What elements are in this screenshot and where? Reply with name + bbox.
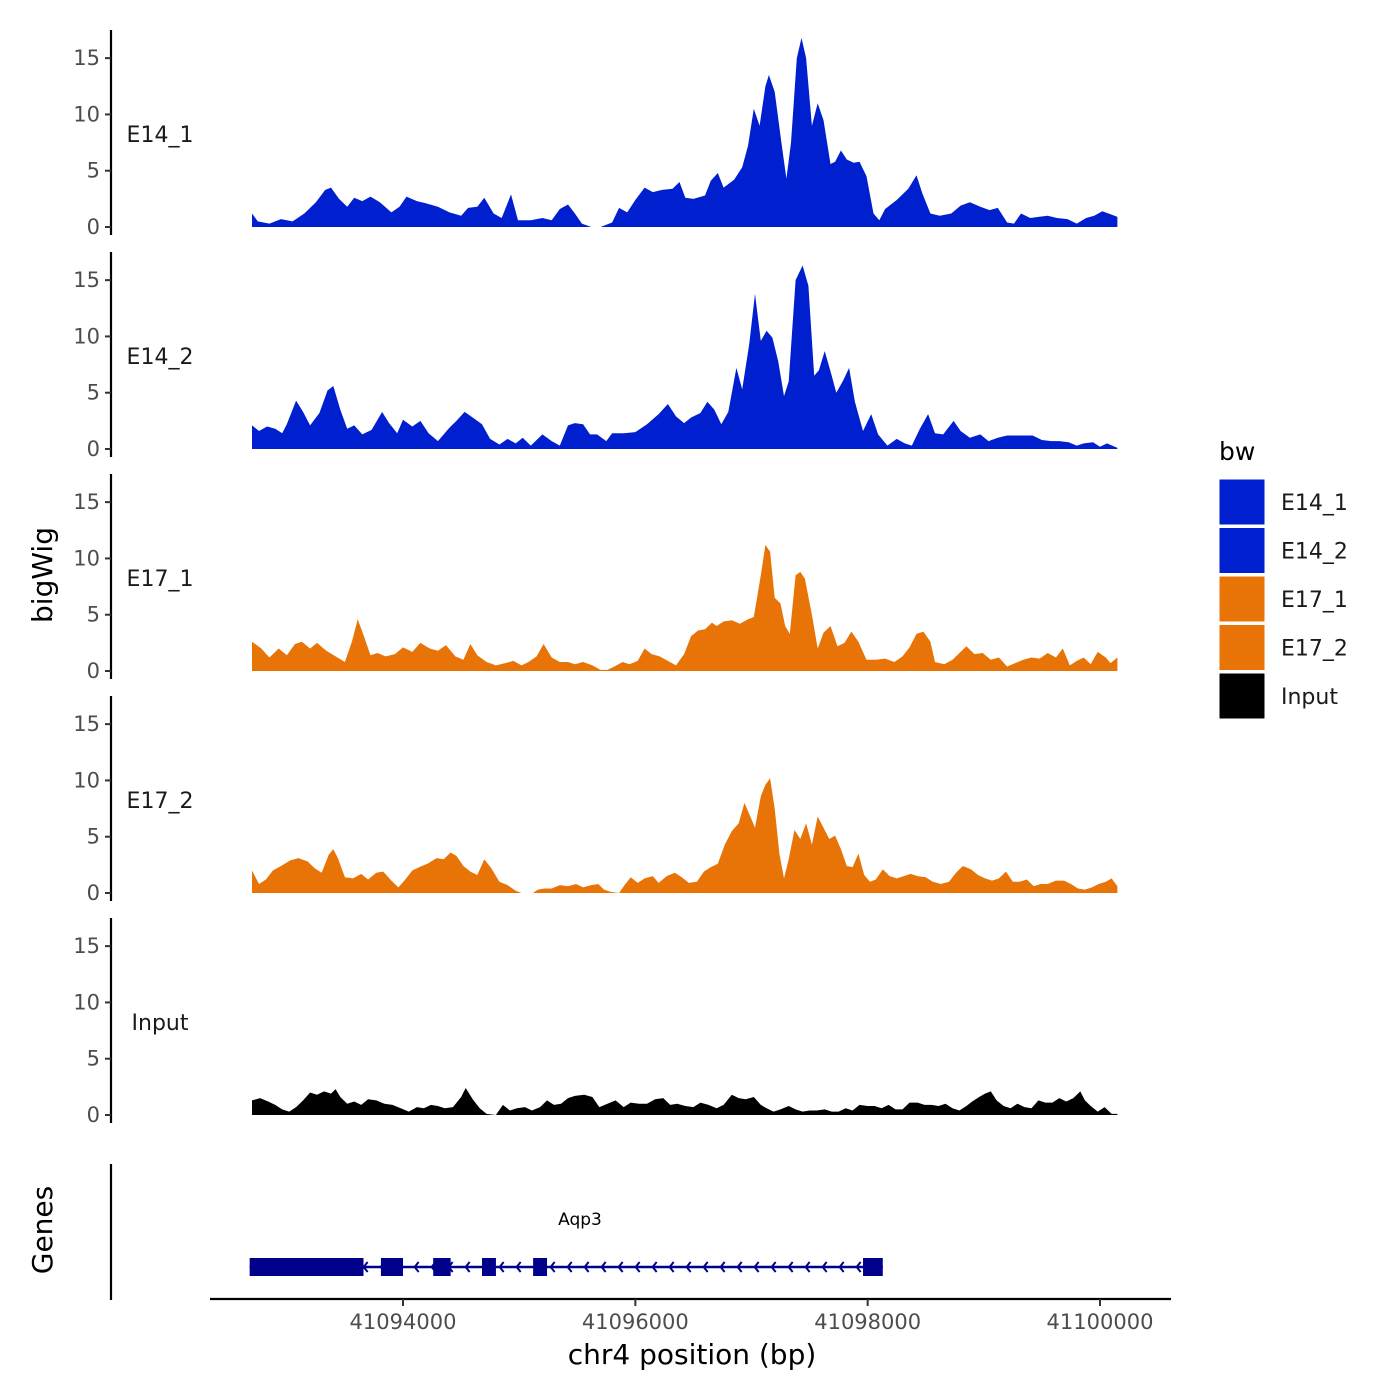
gene-exon bbox=[863, 1258, 883, 1276]
gene-exon bbox=[433, 1258, 451, 1276]
y-tick-label: 0 bbox=[87, 659, 100, 683]
coverage-area-Input bbox=[252, 1088, 1118, 1115]
gene-exon bbox=[533, 1258, 548, 1276]
legend-items: E14_1 E14_2 E17_1 E17_2 Input bbox=[1218, 478, 1348, 720]
strand-arrow bbox=[838, 1261, 845, 1273]
track-E14_2: 0 5 10 15 E14_2 bbox=[73, 252, 1118, 461]
y-tick-label: 10 bbox=[73, 990, 100, 1014]
strand-arrow bbox=[668, 1261, 675, 1273]
y-tick-label: 5 bbox=[87, 825, 100, 849]
x-tick-label: 41096000 bbox=[582, 1310, 689, 1334]
coverage-area-E14_1 bbox=[252, 37, 1118, 228]
x-ticks: 41094000 41096000 41098000 41100000 bbox=[350, 1299, 1154, 1334]
gene-name-label: Aqp3 bbox=[558, 1210, 602, 1230]
strand-arrow bbox=[634, 1261, 641, 1273]
track-label: E14_1 bbox=[127, 123, 194, 148]
legend-label: E17_1 bbox=[1281, 588, 1348, 613]
x-axis-title: chr4 position (bp) bbox=[568, 1338, 817, 1371]
track-label: E17_1 bbox=[127, 567, 194, 592]
y-tick-label: 5 bbox=[87, 159, 100, 183]
legend-label: E17_2 bbox=[1281, 637, 1348, 662]
y-tick-label: 10 bbox=[73, 768, 100, 792]
strand-arrow bbox=[617, 1261, 624, 1273]
x-axis: 41094000 41096000 41098000 41100000 chr4 po… bbox=[210, 1297, 1171, 1371]
strand-arrow bbox=[498, 1261, 505, 1273]
y-tick-label: 0 bbox=[87, 1103, 100, 1127]
y-tick-label: 15 bbox=[73, 934, 100, 958]
strand-arrow bbox=[413, 1261, 420, 1273]
strand-arrow bbox=[787, 1261, 794, 1273]
y-tick-label: 0 bbox=[87, 215, 100, 239]
strand-arrow bbox=[583, 1261, 590, 1273]
y-tick-label: 10 bbox=[73, 102, 100, 126]
track-E14_1: 0 5 10 15 E14_1 bbox=[73, 30, 1118, 239]
legend: bw E14_1 E14_2 E17_1 E17_2 Input bbox=[1218, 437, 1348, 720]
strand-arrow bbox=[566, 1261, 573, 1273]
y-tick-label: 0 bbox=[87, 881, 100, 905]
track-label: Input bbox=[132, 1011, 189, 1036]
strand-arrow bbox=[770, 1261, 777, 1273]
strand-arrow bbox=[855, 1261, 862, 1273]
y-tick-label: 5 bbox=[87, 603, 100, 627]
strand-arrow bbox=[549, 1261, 556, 1273]
legend-swatch bbox=[1218, 575, 1266, 623]
strand-arrow bbox=[753, 1261, 760, 1273]
x-tick-label: 41094000 bbox=[350, 1310, 457, 1334]
strand-arrow bbox=[702, 1261, 709, 1273]
legend-label: E14_2 bbox=[1281, 540, 1348, 565]
strand-arrow bbox=[736, 1261, 743, 1273]
y-tick-label: 5 bbox=[87, 381, 100, 405]
legend-label: Input bbox=[1281, 685, 1338, 710]
strand-arrow bbox=[821, 1261, 828, 1273]
gene-exon bbox=[380, 1258, 403, 1276]
legend-swatch bbox=[1218, 527, 1266, 574]
strand-arrow bbox=[804, 1261, 811, 1273]
y-tick-label: 15 bbox=[73, 268, 100, 292]
x-tick-label: 41098000 bbox=[814, 1310, 921, 1334]
y-tick-label: 15 bbox=[73, 712, 100, 736]
strand-arrow bbox=[362, 1261, 369, 1273]
tracks-group: 0 5 10 15 E14_1 0 5 10 15 E14_2 0 5 10 15 E17_1 0 5 10 15 E… bbox=[73, 30, 1118, 1127]
gene-model bbox=[249, 1258, 883, 1276]
genes-panel: Genes Aqp3 bbox=[26, 1164, 883, 1300]
strand-arrow bbox=[600, 1261, 607, 1273]
strand-arrow bbox=[719, 1261, 726, 1273]
y-tick-label: 10 bbox=[73, 546, 100, 570]
track-E17_1: 0 5 10 15 E17_1 bbox=[73, 474, 1118, 683]
gene-exon bbox=[249, 1258, 364, 1276]
legend-label: E14_1 bbox=[1281, 491, 1348, 516]
legend-swatch bbox=[1218, 672, 1266, 720]
gene-exon bbox=[481, 1258, 496, 1276]
track-E17_2: 0 5 10 15 E17_2 bbox=[73, 696, 1118, 905]
legend-title: bw bbox=[1219, 437, 1255, 466]
y-tick-label: 0 bbox=[87, 437, 100, 461]
coverage-area-E17_1 bbox=[252, 544, 1118, 671]
y-tick-label: 10 bbox=[73, 324, 100, 348]
strand-arrow bbox=[515, 1261, 522, 1273]
track-label: E17_2 bbox=[127, 789, 194, 814]
coverage-area-E14_2 bbox=[252, 265, 1118, 449]
genes-axis-title: Genes bbox=[26, 1186, 59, 1274]
x-tick-label: 41100000 bbox=[1047, 1310, 1154, 1334]
coverage-area-E17_2 bbox=[252, 778, 1118, 893]
strand-arrow bbox=[651, 1261, 658, 1273]
track-Input: 0 5 10 15 Input bbox=[73, 918, 1118, 1127]
y-tick-label: 5 bbox=[87, 1047, 100, 1071]
y-tick-label: 15 bbox=[73, 46, 100, 70]
track-label: E14_2 bbox=[127, 345, 194, 370]
y-tick-label: 15 bbox=[73, 490, 100, 514]
legend-swatch bbox=[1218, 624, 1266, 671]
strand-arrow bbox=[685, 1261, 692, 1273]
legend-swatch bbox=[1218, 478, 1266, 526]
strand-arrow bbox=[464, 1261, 471, 1273]
y-axis-title: bigWig bbox=[26, 527, 59, 623]
